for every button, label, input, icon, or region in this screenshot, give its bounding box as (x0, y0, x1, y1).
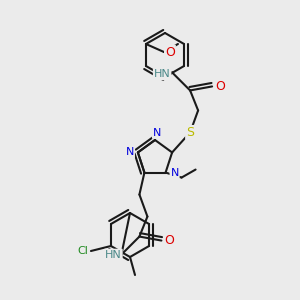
Text: N: N (126, 147, 134, 158)
Text: N: N (170, 168, 179, 178)
Text: S: S (186, 126, 194, 139)
Text: O: O (165, 46, 175, 59)
Text: HN: HN (105, 250, 122, 260)
Text: N: N (153, 128, 161, 138)
Text: O: O (164, 234, 174, 247)
Text: Cl: Cl (77, 246, 88, 256)
Text: HN: HN (154, 69, 170, 80)
Text: O: O (215, 80, 225, 93)
